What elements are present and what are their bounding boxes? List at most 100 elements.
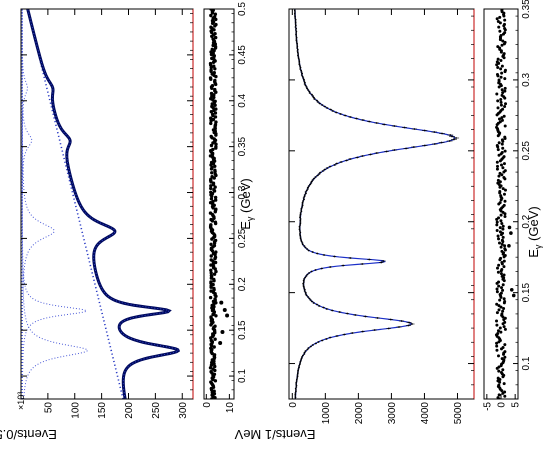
bottom-residual-point	[497, 280, 501, 284]
bottom-data-point	[329, 266, 332, 268]
top-residual-point	[213, 32, 217, 36]
bottom-data-point	[295, 386, 298, 388]
top-residual-point	[213, 78, 217, 83]
bottom-residual-point	[500, 93, 504, 97]
bottom-residual-point	[495, 228, 499, 232]
bottom-data-point	[346, 312, 349, 315]
bottom-data-point	[405, 147, 407, 150]
y-tick-label: 0	[288, 402, 299, 408]
top-residual-point	[210, 19, 215, 23]
top-residual-point	[213, 115, 218, 119]
bottom-data-point	[299, 212, 302, 214]
bottom-data-point	[303, 353, 306, 355]
bottom-data-point	[294, 11, 296, 13]
bottom-residual-point	[503, 124, 507, 128]
bottom-residual-point	[497, 354, 500, 358]
top-residual-layer	[208, 9, 230, 399]
top-residual-outlier	[218, 341, 223, 346]
top-residual-point	[214, 17, 218, 22]
bottom-data-point	[299, 65, 301, 67]
x-tick-label: 0.5	[237, 2, 248, 16]
bottom-residual-point	[502, 155, 506, 159]
bottom-data-point	[308, 90, 311, 93]
bottom-data-point	[351, 332, 354, 334]
top-y-multiplier: ×10³	[16, 392, 26, 410]
bottom-residual-point	[500, 222, 504, 225]
bottom-residual-point	[503, 343, 507, 347]
bottom-data-point	[449, 134, 452, 136]
bottom-residual-point	[502, 192, 506, 196]
bottom-data-point	[300, 207, 303, 210]
bottom-data-point	[295, 30, 298, 33]
bottom-data-point	[295, 38, 298, 40]
bottom-residual-point	[497, 308, 501, 312]
bottom-data-point	[300, 240, 303, 243]
bottom-residual-point	[503, 40, 507, 44]
top-residual-point	[209, 346, 213, 350]
bottom-residual-point	[496, 234, 500, 238]
bottom-residual-point	[500, 267, 504, 271]
top-residual-point	[210, 112, 215, 117]
top-fit-layer	[21, 9, 181, 399]
bottom-data-point	[301, 206, 304, 208]
bottom-data-point	[325, 338, 328, 340]
bottom-data-point	[321, 104, 324, 106]
bottom-residual-point	[504, 102, 508, 106]
top-residual-point	[209, 134, 213, 139]
bottom-data-point	[306, 87, 309, 90]
x-tick-label: 0.35	[237, 136, 248, 156]
bottom-data-point	[303, 83, 306, 85]
top-residual-point	[209, 116, 213, 120]
top-residual-point	[209, 223, 213, 227]
bottom-data-point	[296, 47, 299, 49]
bottom-residual-point	[503, 254, 507, 258]
top-residual-point	[213, 364, 217, 369]
top-residual-point	[212, 272, 217, 276]
top-residual-point	[213, 185, 217, 189]
bottom-x-axis-label-sub: γ	[533, 244, 543, 249]
bottom-data-point	[294, 21, 297, 24]
bottom-data-point	[294, 396, 297, 399]
top-residual-point	[213, 87, 217, 92]
bottom-data-point	[385, 150, 388, 153]
bottom-data-point	[302, 197, 305, 199]
bottom-data-point	[318, 305, 321, 307]
bottom-data-point	[303, 81, 306, 84]
bottom-data-point	[298, 60, 301, 63]
bottom-data-point	[301, 242, 304, 244]
bottom-data-point	[295, 378, 298, 381]
bottom-residual-point	[500, 238, 504, 242]
bottom-data-point	[331, 309, 334, 312]
bottom-residual-point	[499, 33, 503, 37]
bottom-residual-outlier	[509, 231, 513, 235]
top-residual-point	[214, 22, 218, 27]
top-residual-point	[208, 61, 213, 66]
bottom-residual-point	[499, 59, 503, 63]
bottom-data-point	[294, 393, 297, 396]
bottom-data-point	[297, 369, 299, 372]
bottom-data-point	[295, 381, 298, 384]
bottom-data-point	[333, 255, 336, 258]
bottom-data-point	[298, 225, 301, 228]
bottom-data-point	[361, 119, 364, 121]
bottom-data-point	[295, 35, 298, 37]
bottom-data-point	[349, 158, 352, 160]
bottom-residual-point	[503, 300, 507, 303]
bottom-data-point	[296, 374, 299, 376]
bottom-residual-point	[503, 215, 507, 219]
bottom-data-point	[320, 267, 323, 270]
bottom-residual-point	[501, 146, 505, 150]
bottom-data-point	[305, 189, 308, 192]
bottom-data-point	[329, 108, 332, 111]
top-peak-component-3	[21, 9, 55, 399]
bottom-residual-point	[499, 75, 503, 79]
bottom-residual-point	[501, 235, 505, 239]
bottom-residual-point	[499, 291, 503, 295]
bottom-data-point	[294, 17, 296, 19]
bottom-data-point	[303, 198, 305, 201]
x-tick-label: 0.4	[237, 93, 248, 107]
bottom-residual-point	[496, 57, 500, 61]
bottom-residual-point	[496, 106, 500, 110]
bottom-residual-point	[500, 116, 504, 120]
bottom-data-point	[307, 249, 310, 252]
